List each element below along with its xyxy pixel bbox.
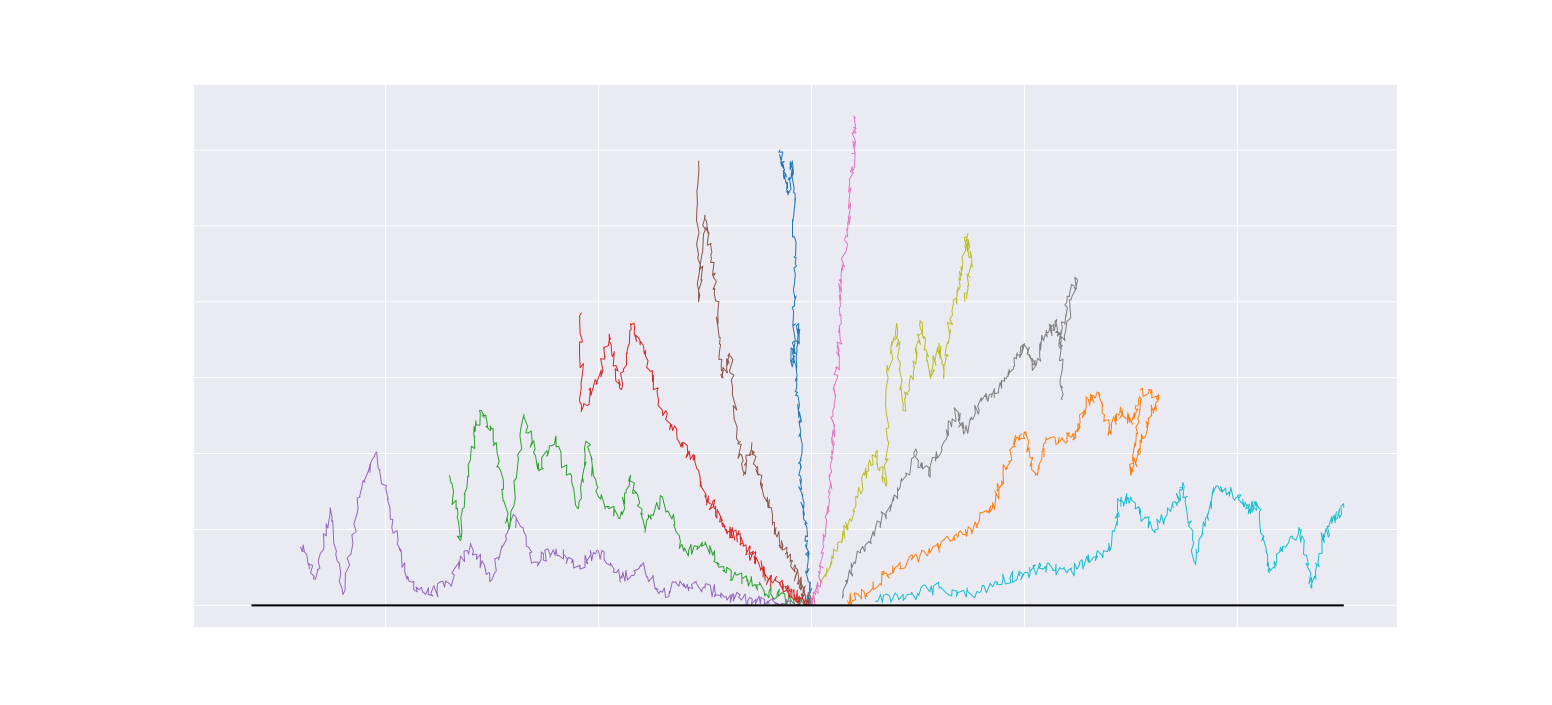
series-line-4: [778, 149, 813, 606]
series-line-1: [449, 409, 813, 606]
series-line-9: [875, 481, 1345, 604]
series-line-3: [696, 160, 814, 606]
series-line-5: [809, 115, 857, 606]
series-group: [300, 115, 1345, 606]
series-line-6: [821, 233, 973, 584]
series-line-2: [578, 312, 813, 606]
series-line-8: [847, 387, 1160, 606]
series-line-7: [842, 276, 1079, 599]
plot-area: [194, 85, 1397, 627]
series-line-0: [300, 451, 812, 606]
